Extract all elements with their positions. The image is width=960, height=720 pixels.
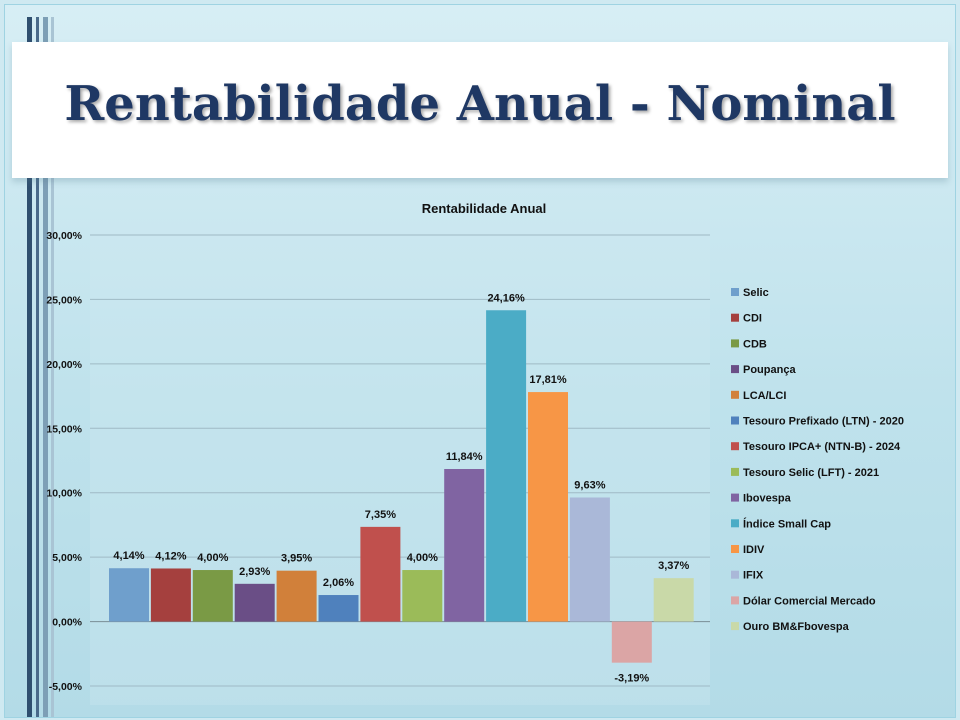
y-tick-label: -5,00%: [49, 681, 83, 693]
bar: [318, 595, 359, 622]
bar: [150, 568, 191, 622]
y-tick-label: 30,00%: [46, 230, 82, 242]
data-label: 3,37%: [658, 560, 689, 572]
bar: [192, 570, 233, 622]
y-tick-label: 5,00%: [52, 552, 82, 564]
bar: [486, 310, 527, 622]
legend-label: Índice Small Cap: [743, 517, 831, 530]
y-tick-label: 10,00%: [46, 488, 82, 500]
legend-swatch: [731, 339, 739, 348]
bar: [611, 621, 652, 663]
data-label: 2,06%: [323, 577, 354, 589]
legend-swatch: [731, 493, 739, 502]
legend-swatch: [731, 622, 739, 631]
data-label: 4,00%: [197, 552, 228, 564]
data-label: 4,12%: [155, 550, 186, 562]
legend-label: Dólar Comercial Mercado: [743, 595, 876, 607]
y-tick-label: 25,00%: [46, 294, 82, 306]
legend-label: Tesouro Prefixado (LTN) - 2020: [743, 416, 904, 428]
bar: [109, 568, 149, 622]
data-label: 17,81%: [529, 374, 567, 386]
legend-label: CDI: [743, 313, 762, 325]
data-label: 9,63%: [574, 479, 605, 491]
bar: [234, 583, 275, 622]
legend-swatch: [731, 570, 739, 579]
bar: [360, 526, 401, 622]
y-tick-label: 0,00%: [52, 617, 82, 629]
bar: [653, 578, 694, 622]
data-label: 11,84%: [446, 451, 483, 463]
decorative-stripe: [27, 17, 32, 717]
bar: [402, 570, 443, 622]
legend-label: Tesouro Selic (LFT) - 2021: [743, 467, 879, 479]
title-box: Rentabilidade Anual - Nominal: [12, 42, 948, 178]
legend-label: Ouro BM&Fbovespa: [743, 621, 850, 633]
bar: [276, 570, 317, 622]
legend-swatch: [731, 442, 739, 451]
legend-label: Selic: [743, 287, 769, 299]
data-label: -3,19%: [614, 673, 649, 685]
data-label: 2,93%: [239, 566, 270, 578]
bar: [569, 497, 610, 622]
page-title: Rentabilidade Anual - Nominal: [64, 76, 896, 132]
legend-swatch: [731, 416, 739, 425]
legend-label: IFIX: [743, 570, 764, 582]
legend-label: Ibovespa: [743, 493, 792, 505]
data-label: 3,95%: [281, 553, 312, 565]
data-label: 4,14%: [113, 550, 144, 562]
decorative-stripe: [43, 17, 48, 717]
legend-swatch: [731, 365, 739, 374]
data-label: 7,35%: [365, 509, 396, 521]
legend-swatch: [731, 313, 739, 322]
y-tick-label: 20,00%: [46, 359, 82, 371]
legend-label: LCA/LCI: [743, 390, 786, 402]
legend-label: Poupança: [743, 364, 796, 376]
bar: [528, 392, 568, 622]
legend-swatch: [731, 288, 739, 296]
decorative-stripe: [51, 17, 54, 717]
bar: [444, 469, 485, 622]
legend-swatch: [731, 545, 739, 553]
legend-label: CDB: [743, 338, 767, 350]
decorative-stripe: [36, 17, 39, 717]
legend-label: Tesouro IPCA+ (NTN-B) - 2024: [743, 441, 901, 453]
y-tick-label: 15,00%: [46, 423, 82, 435]
legend-swatch: [731, 390, 739, 399]
chart-title: Rentabilidade Anual: [422, 201, 546, 216]
legend-swatch: [731, 519, 739, 528]
legend-swatch: [731, 596, 739, 605]
data-label: 24,16%: [487, 292, 525, 304]
legend-swatch: [731, 467, 739, 476]
data-label: 4,00%: [407, 552, 438, 564]
legend-label: IDIV: [743, 544, 765, 556]
